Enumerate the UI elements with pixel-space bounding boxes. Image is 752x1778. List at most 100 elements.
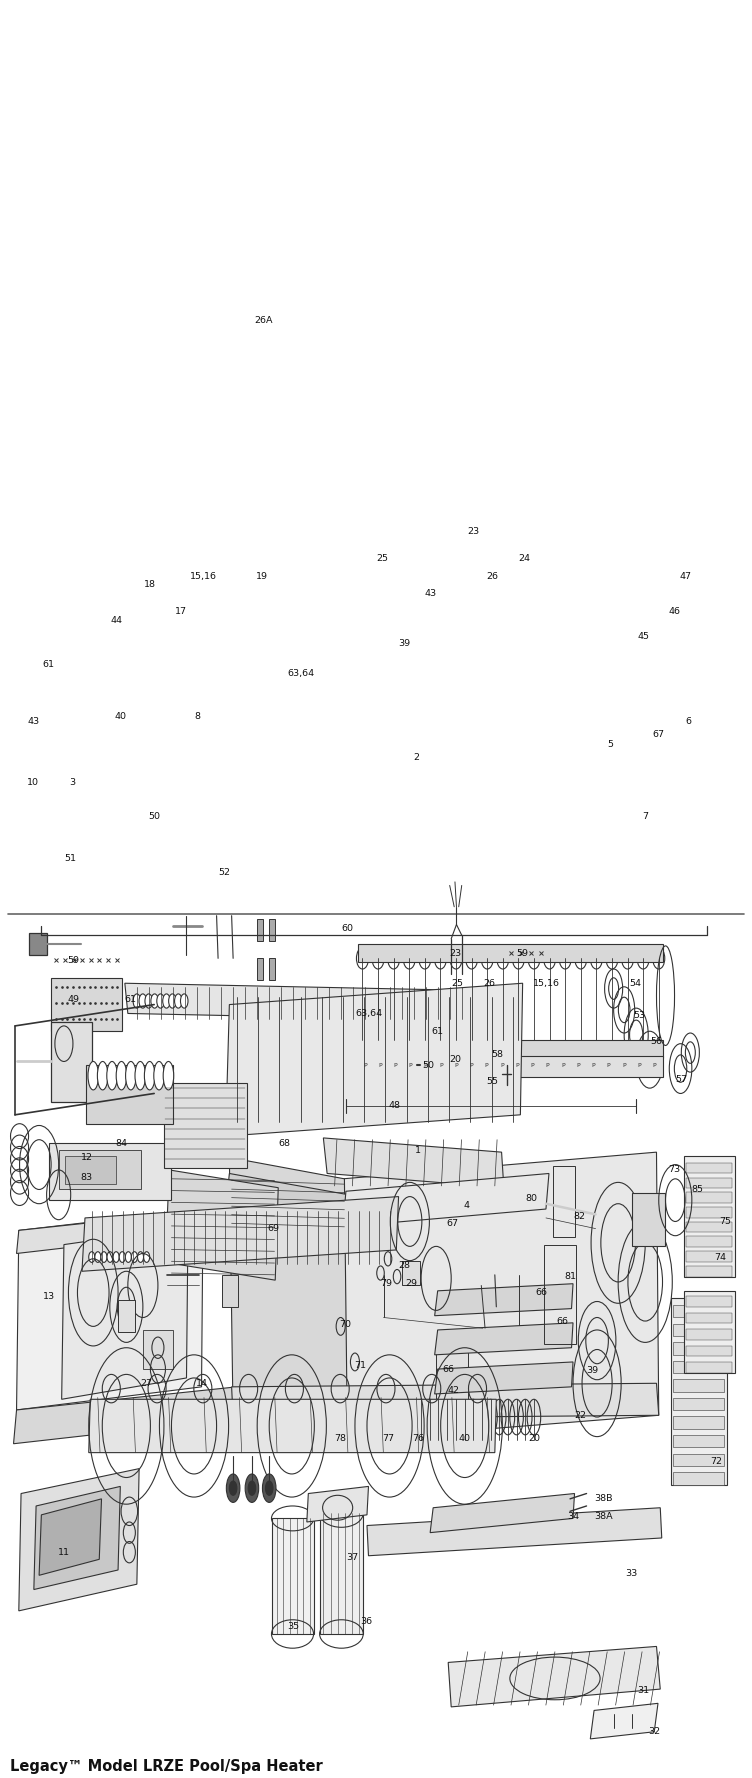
Bar xyxy=(358,944,663,962)
Text: 4: 4 xyxy=(464,1200,470,1211)
Bar xyxy=(320,1513,363,1634)
Text: P: P xyxy=(363,1063,366,1067)
Bar xyxy=(143,1330,173,1369)
Text: 40: 40 xyxy=(114,711,126,722)
Text: Legacy™ Model LRZE Pool/Spa Heater: Legacy™ Model LRZE Pool/Spa Heater xyxy=(10,1760,323,1774)
Polygon shape xyxy=(226,983,523,1136)
Bar xyxy=(673,1305,724,1317)
Ellipse shape xyxy=(120,1252,126,1262)
Bar xyxy=(51,978,122,1031)
Bar xyxy=(257,919,263,941)
Text: 3: 3 xyxy=(69,777,75,788)
Bar xyxy=(684,1291,735,1373)
Text: 15,16: 15,16 xyxy=(190,571,217,581)
Polygon shape xyxy=(307,1486,368,1522)
Text: 43: 43 xyxy=(27,717,39,727)
Polygon shape xyxy=(14,1387,237,1444)
Text: 47: 47 xyxy=(680,571,692,581)
Ellipse shape xyxy=(116,1061,126,1090)
Bar xyxy=(358,1040,663,1058)
Text: 72: 72 xyxy=(710,1456,722,1467)
Ellipse shape xyxy=(144,1252,150,1262)
Text: 55: 55 xyxy=(487,1076,499,1086)
Bar xyxy=(118,1300,135,1332)
Bar xyxy=(686,1362,732,1373)
Text: P: P xyxy=(439,1063,443,1067)
Text: 25: 25 xyxy=(451,978,463,989)
Text: 51: 51 xyxy=(64,853,76,864)
Text: 36: 36 xyxy=(360,1616,372,1627)
Text: 66: 66 xyxy=(556,1316,569,1326)
Polygon shape xyxy=(226,1173,349,1230)
Text: P: P xyxy=(546,1063,550,1067)
Text: 54: 54 xyxy=(629,978,641,989)
Text: 1: 1 xyxy=(415,1145,421,1156)
Text: 79: 79 xyxy=(381,1278,393,1289)
Polygon shape xyxy=(62,1227,188,1399)
Bar xyxy=(436,1348,468,1433)
Text: 50: 50 xyxy=(423,1060,435,1070)
Text: 49: 49 xyxy=(68,994,80,1005)
Bar xyxy=(269,958,275,980)
Bar xyxy=(686,1346,732,1357)
Bar xyxy=(671,1298,727,1485)
Ellipse shape xyxy=(98,1061,108,1090)
Text: 59: 59 xyxy=(517,948,529,958)
Text: 40: 40 xyxy=(459,1433,471,1444)
Ellipse shape xyxy=(248,1481,256,1495)
Text: 2: 2 xyxy=(414,752,420,763)
Bar xyxy=(272,1518,314,1634)
Polygon shape xyxy=(448,1646,660,1707)
Bar xyxy=(673,1454,724,1467)
Bar xyxy=(686,1266,732,1277)
Ellipse shape xyxy=(245,1474,259,1502)
Polygon shape xyxy=(232,1383,659,1419)
Text: 46: 46 xyxy=(669,606,681,617)
Bar xyxy=(673,1360,724,1373)
Text: P: P xyxy=(622,1063,626,1067)
Text: 60: 60 xyxy=(341,923,353,933)
Ellipse shape xyxy=(135,1061,146,1090)
Ellipse shape xyxy=(163,1061,174,1090)
Bar xyxy=(29,933,47,955)
Ellipse shape xyxy=(107,1061,117,1090)
Bar xyxy=(358,1056,663,1077)
Polygon shape xyxy=(82,1197,399,1271)
Polygon shape xyxy=(367,1508,662,1556)
Ellipse shape xyxy=(153,1061,164,1090)
Text: 26A: 26A xyxy=(254,315,272,325)
Bar xyxy=(673,1472,724,1485)
Text: 35: 35 xyxy=(287,1622,299,1632)
Bar xyxy=(673,1435,724,1447)
Text: 53: 53 xyxy=(633,1010,645,1021)
Text: P: P xyxy=(530,1063,534,1067)
Ellipse shape xyxy=(126,1061,136,1090)
Text: P: P xyxy=(454,1063,458,1067)
Text: 73: 73 xyxy=(668,1165,680,1175)
Text: 68: 68 xyxy=(278,1138,290,1149)
Text: P: P xyxy=(607,1063,611,1067)
Bar xyxy=(632,1193,665,1246)
Ellipse shape xyxy=(262,1474,276,1502)
Bar xyxy=(49,1143,171,1200)
Text: 42: 42 xyxy=(447,1385,459,1396)
Ellipse shape xyxy=(168,994,176,1008)
Bar xyxy=(257,958,263,980)
Text: 63,64: 63,64 xyxy=(355,1008,382,1019)
Polygon shape xyxy=(343,1173,549,1227)
Text: 32: 32 xyxy=(648,1726,660,1737)
Bar xyxy=(269,919,275,941)
Text: 8: 8 xyxy=(194,711,200,722)
Ellipse shape xyxy=(95,1252,101,1262)
Text: 85: 85 xyxy=(691,1184,703,1195)
Bar xyxy=(673,1417,724,1430)
Text: 38B: 38B xyxy=(594,1494,612,1504)
Text: 31: 31 xyxy=(637,1686,649,1696)
Text: 69: 69 xyxy=(267,1223,279,1234)
Bar xyxy=(686,1330,732,1341)
Text: 58: 58 xyxy=(491,1049,503,1060)
Text: 38A: 38A xyxy=(594,1511,612,1522)
Text: 39: 39 xyxy=(587,1366,599,1376)
Ellipse shape xyxy=(113,1252,119,1262)
Ellipse shape xyxy=(144,1061,155,1090)
